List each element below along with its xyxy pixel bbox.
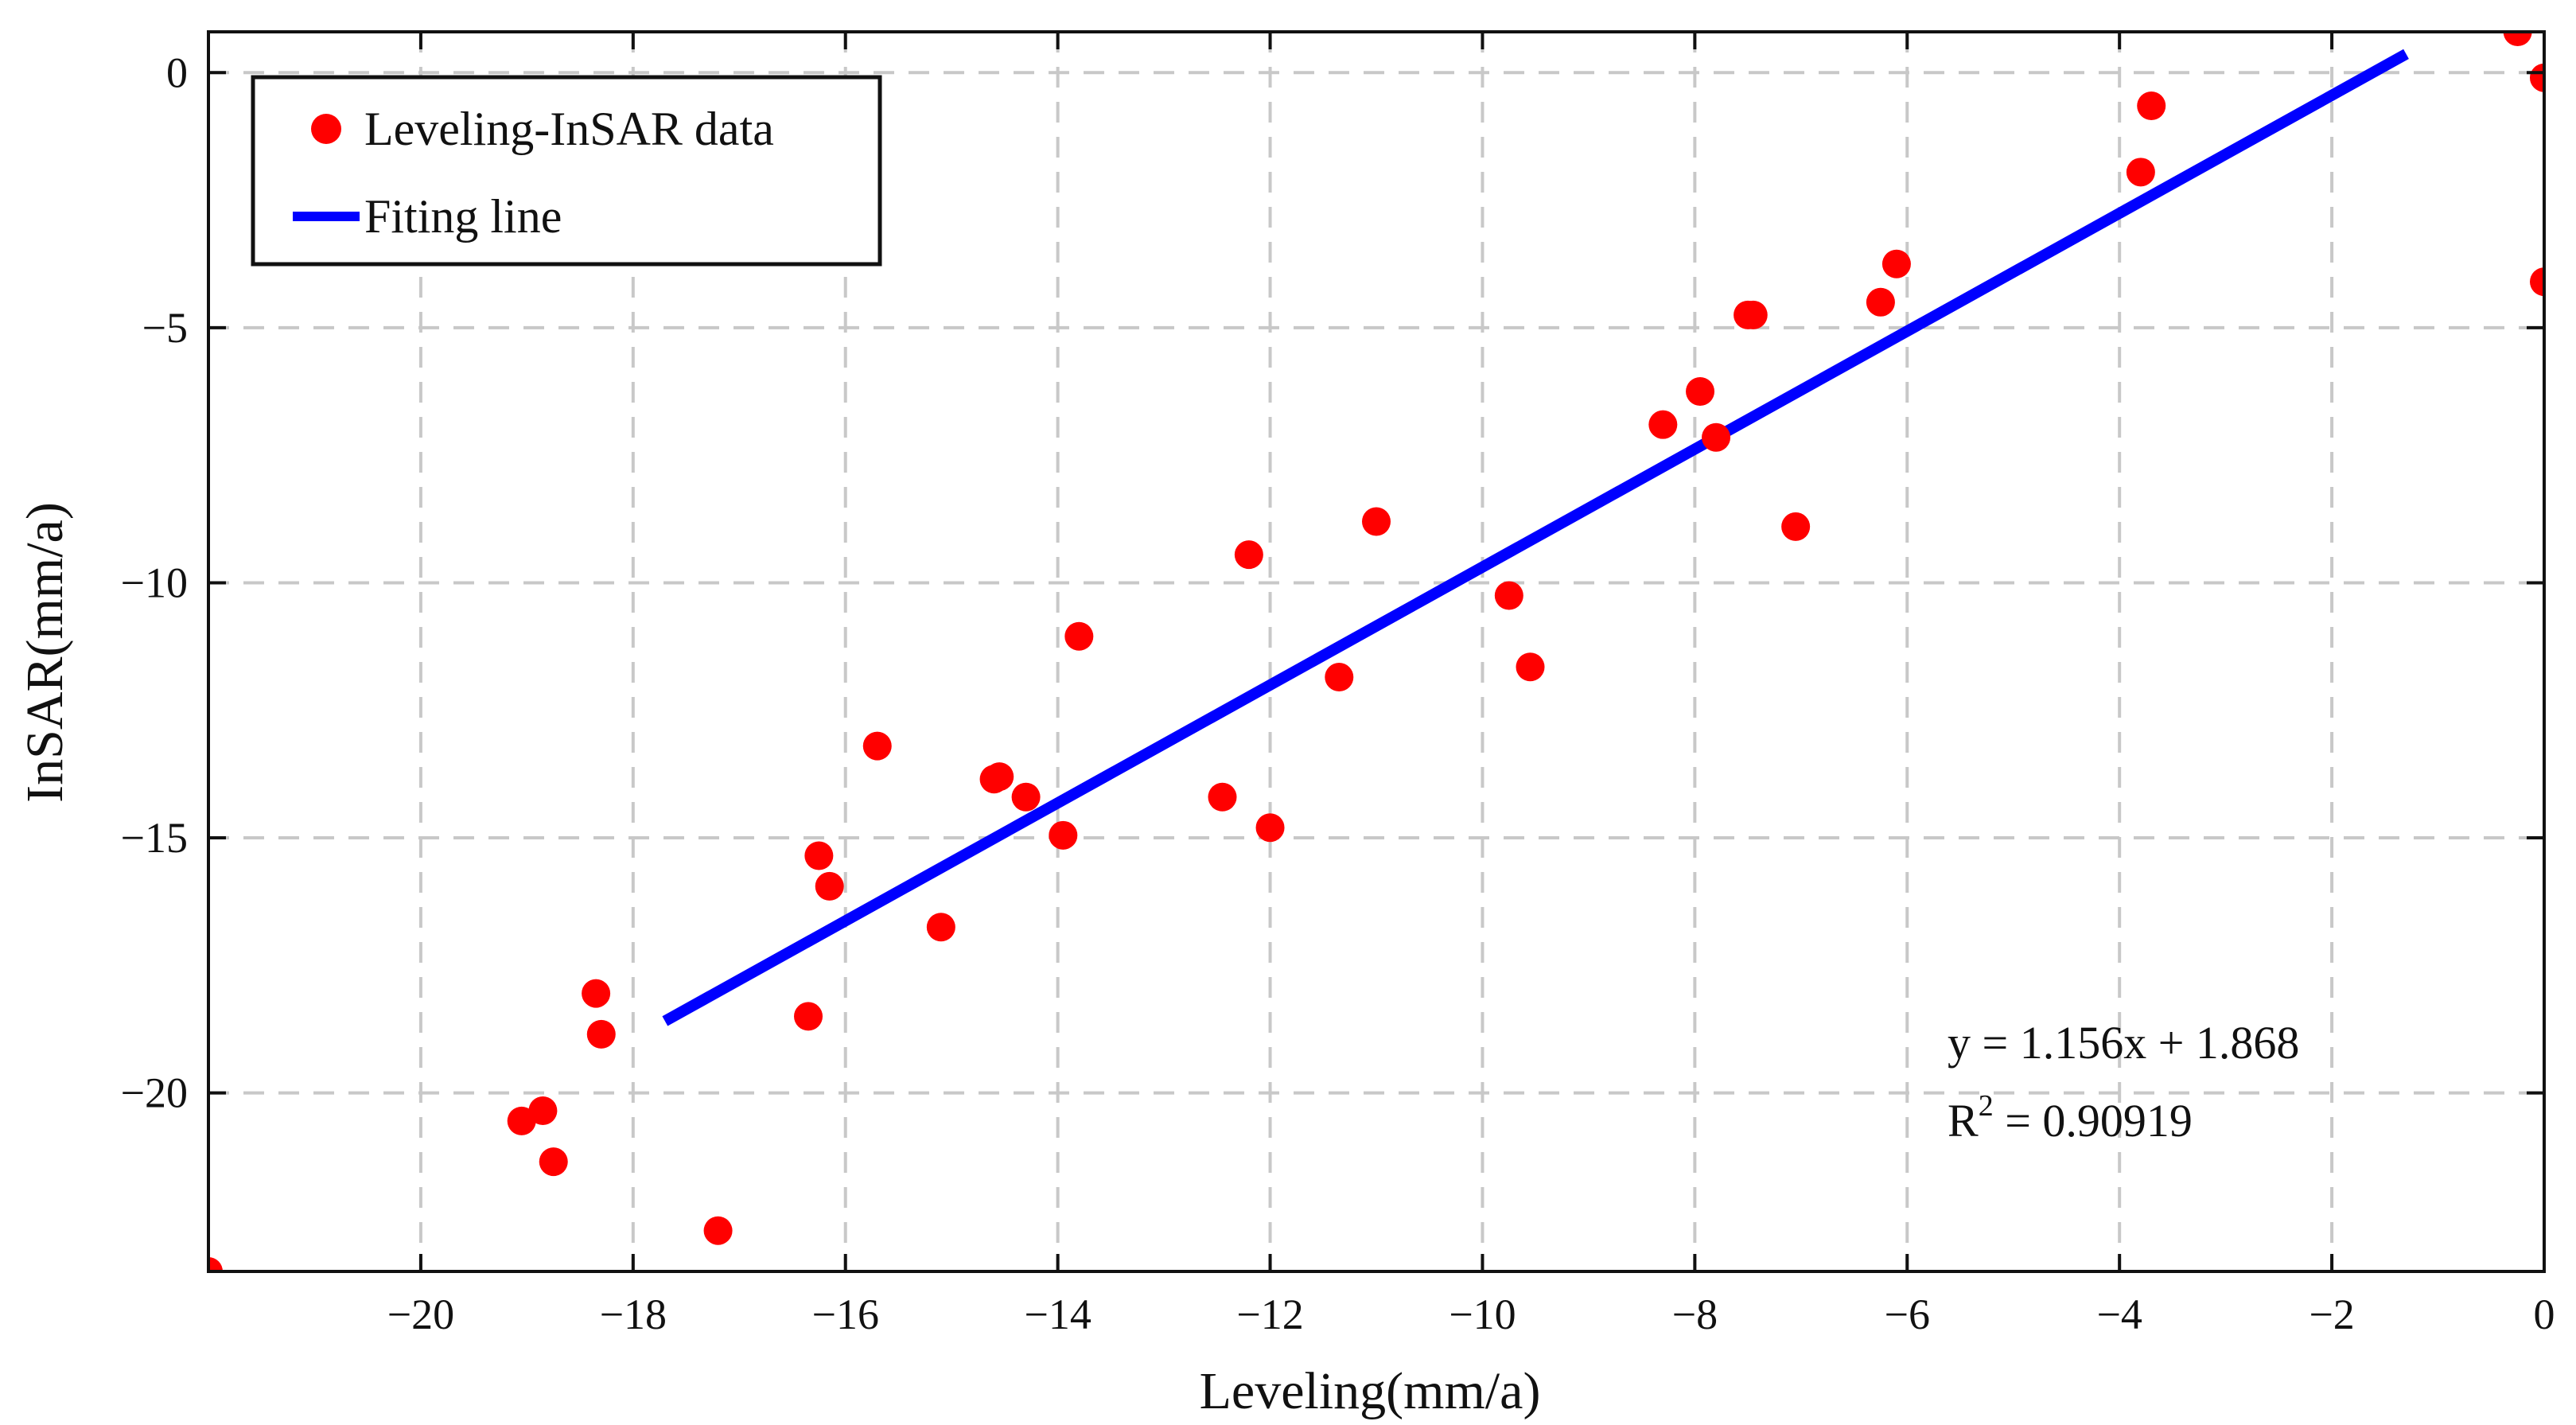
data-point [1064,621,1094,651]
x-tick-label: 0 [2534,1291,2555,1338]
x-tick-label: −4 [2096,1291,2142,1338]
data-point [528,1096,558,1126]
fitting-line-series [662,49,2409,1026]
r-squared-superscript: 2 [1979,1089,1994,1123]
x-tick-label: −12 [1236,1291,1303,1338]
x-tick-label: −10 [1449,1291,1516,1338]
y-tick-label: −20 [121,1069,188,1117]
data-point [1011,782,1041,812]
legend: Leveling-InSAR data Fiting line [251,75,882,267]
x-tick-label: −16 [811,1291,878,1338]
fitting-line [662,49,2409,1026]
data-point [1255,813,1285,843]
data-point-series [208,32,2544,1271]
x-axis-label: Leveling(mm/a) [1200,1362,1541,1420]
x-tick-label: −8 [1672,1291,1718,1338]
data-point [1325,663,1354,692]
data-point [507,1106,536,1135]
y-tick-labels: 0 −5 −10 −15 −20 [121,49,188,1116]
data-point [1208,782,1237,812]
data-point [1686,377,1715,407]
grid-lines [208,32,2546,1271]
x-tick-label: −14 [1024,1291,1091,1338]
data-point [2530,267,2544,297]
y-tick-label: −5 [142,304,188,352]
data-point [985,762,1014,792]
data-point [794,1002,823,1031]
x-tick-label: −2 [2309,1291,2354,1338]
data-point [208,1257,223,1271]
r-squared-value: R2 = 0.90919 [1948,1089,2193,1147]
x-tick-label: −18 [600,1291,667,1338]
data-point [1516,652,1545,682]
data-point [2530,63,2544,92]
legend-box [251,75,882,267]
data-point [586,1019,616,1049]
data-point [1494,581,1523,610]
legend-label-data: Leveling-InSAR data [364,103,774,155]
r-squared-prefix: R [1948,1095,1979,1147]
data-point [926,913,955,942]
r-squared-suffix: = 0.90919 [1994,1095,2193,1147]
data-point [862,731,892,761]
data-point [804,841,834,870]
data-point [539,1147,568,1177]
y-tick-label: −10 [121,559,188,606]
x-tick-label: −20 [387,1291,454,1338]
data-point [2137,91,2166,120]
data-point [1648,410,1678,439]
data-point [1049,820,1078,850]
y-tick-label: −15 [121,814,188,862]
data-point [2503,32,2532,46]
y-axis-label: InSAR(mm/a) [16,502,74,803]
data-point [1781,512,1811,541]
data-point [2126,158,2155,187]
data-point [703,1216,733,1245]
legend-label-fit: Fiting line [364,190,562,243]
data-point [1234,540,1263,570]
data-point [1702,422,1731,452]
data-point [815,871,844,901]
y-tick-label: 0 [166,49,188,96]
data-point [1866,287,1895,317]
data-point [1362,507,1391,536]
axis-ticks [208,32,2546,1271]
plot-frame [207,30,2546,1273]
legend-dot-marker [311,114,341,144]
x-tick-labels: −20 −18 −16 −14 −12 −10 −8 −6 −4 −2 0 [387,1291,2555,1338]
data-point [1738,300,1768,329]
data-point [1881,249,1911,278]
x-tick-label: −6 [1885,1291,1930,1338]
regression-equation: y = 1.156x + 1.868 [1948,1017,2299,1069]
data-point [582,979,611,1008]
